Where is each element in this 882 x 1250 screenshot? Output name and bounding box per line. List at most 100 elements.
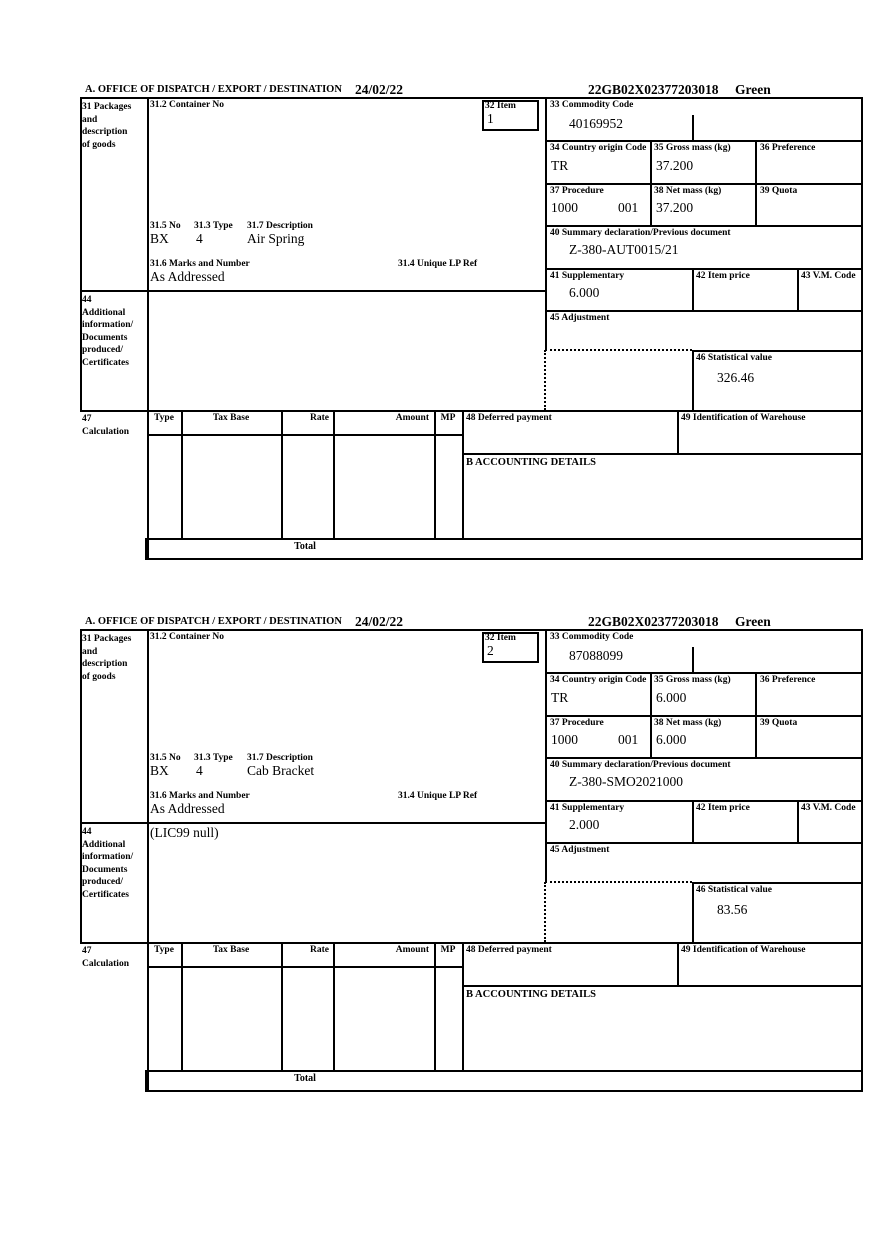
description-value: Cab Bracket xyxy=(247,763,315,778)
preference-label: 36 Preference xyxy=(760,675,816,685)
supplementary-label: 41 Supplementary xyxy=(550,271,625,281)
line xyxy=(755,140,757,225)
line xyxy=(281,410,283,538)
line xyxy=(650,140,652,225)
form-grid: 31 Packages and description of goods 44 … xyxy=(80,97,863,560)
marks-number-value: As Addressed xyxy=(150,801,225,816)
calc-header-type: Type xyxy=(154,945,174,955)
line xyxy=(80,97,863,99)
line xyxy=(147,434,463,436)
net-mass-value: 37.200 xyxy=(656,200,694,215)
mrn-value: 22GB02X02377203018 xyxy=(588,614,719,629)
gross-mass-value: 37.200 xyxy=(656,158,694,173)
calc-header-mp: MP xyxy=(440,413,456,423)
line xyxy=(692,647,694,672)
caption-box-44: 44 Additional information/ Documents pro… xyxy=(82,827,134,900)
description-label: 31.7 Description xyxy=(247,753,313,763)
calc-header-tax-base: Tax Base xyxy=(212,945,250,955)
procedure-suffix-value: 001 xyxy=(618,200,639,215)
line xyxy=(692,350,694,410)
adjustment-label: 45 Adjustment xyxy=(550,845,610,855)
accounting-details-label: B ACCOUNTING DETAILS xyxy=(466,989,596,1000)
line xyxy=(692,882,863,884)
gross-mass-label: 35 Gross mass (kg) xyxy=(654,675,731,685)
vm-code-label: 43 V.M. Code xyxy=(801,803,856,813)
country-origin-value: TR xyxy=(551,690,569,705)
commodity-code-value: 87088099 xyxy=(569,648,623,663)
deferred-payment-label: 48 Deferred payment xyxy=(466,413,552,423)
line xyxy=(462,942,464,1070)
warehouse-id-label: 49 Identification of Warehouse xyxy=(681,945,806,955)
additional-information-value: (LIC99 null) xyxy=(150,825,219,840)
package-type-value: 4 xyxy=(196,763,203,778)
line xyxy=(80,822,546,824)
line xyxy=(181,942,183,1070)
procedure-value: 1000 xyxy=(551,200,578,215)
line xyxy=(545,183,863,185)
package-type-label: 31.3 Type xyxy=(194,753,233,763)
line xyxy=(434,942,436,1070)
item-price-label: 42 Item price xyxy=(696,803,750,813)
procedure-suffix-value: 001 xyxy=(618,732,639,747)
line xyxy=(545,310,863,312)
package-no-value: BX xyxy=(150,763,169,778)
caption-box-47: 47 Calculation xyxy=(82,946,129,969)
summary-declaration-label: 40 Summary declaration/Previous document xyxy=(550,228,731,238)
item-price-label: 42 Item price xyxy=(696,271,750,281)
supplementary-label: 41 Supplementary xyxy=(550,803,625,813)
line xyxy=(545,715,863,717)
office-of-dispatch-label: A. OFFICE OF DISPATCH / EXPORT / DESTINA… xyxy=(85,84,342,95)
calc-header-mp: MP xyxy=(440,945,456,955)
line xyxy=(145,1070,863,1072)
description-label: 31.7 Description xyxy=(247,221,313,231)
line xyxy=(650,672,652,757)
package-type-label: 31.3 Type xyxy=(194,221,233,231)
line xyxy=(145,1070,147,1092)
procedure-value: 1000 xyxy=(551,732,578,747)
caption-box-31: 31 Packages and description of goods xyxy=(82,102,132,150)
unique-lp-ref-label: 31.4 Unique LP Ref xyxy=(398,791,478,801)
item-number-value: 1 xyxy=(487,111,494,126)
item-label: 32 Item xyxy=(485,633,516,643)
item-number-box xyxy=(482,100,539,131)
line xyxy=(545,800,863,802)
line xyxy=(861,97,863,560)
calc-header-rate: Rate xyxy=(310,413,329,423)
quota-label: 39 Quota xyxy=(760,718,798,728)
mrn-value: 22GB02X02377203018 xyxy=(588,82,719,97)
statistical-value: 83.56 xyxy=(717,902,748,917)
country-origin-label: 34 Country origin Code xyxy=(550,143,647,153)
declaration-item-1: A. OFFICE OF DISPATCH / EXPORT / DESTINA… xyxy=(80,82,863,560)
line xyxy=(545,757,863,759)
summary-declaration-value: Z-380-SMO2021000 xyxy=(569,774,683,789)
statistical-value-label: 46 Statistical value xyxy=(696,885,772,895)
procedure-label: 37 Procedure xyxy=(550,186,604,196)
package-no-value: BX xyxy=(150,231,169,246)
vm-code-label: 43 V.M. Code xyxy=(801,271,856,281)
calc-header-tax-base: Tax Base xyxy=(212,413,250,423)
line xyxy=(545,629,547,882)
dotted-line xyxy=(545,881,692,883)
procedure-label: 37 Procedure xyxy=(550,718,604,728)
line xyxy=(545,140,863,142)
calc-header-amount: Amount xyxy=(395,413,429,423)
summary-declaration-value: Z-380-AUT0015/21 xyxy=(569,242,679,257)
caption-box-47: 47 Calculation xyxy=(82,414,129,437)
container-no-label: 31.2 Container No xyxy=(150,632,224,642)
package-no-label: 31.5 No xyxy=(150,753,181,763)
line xyxy=(545,97,547,350)
routing-value: Green xyxy=(735,82,771,97)
dotted-line xyxy=(544,882,546,942)
caption-box-31: 31 Packages and description of goods xyxy=(82,634,132,682)
caption-box-44: 44 Additional information/ Documents pro… xyxy=(82,295,134,368)
warehouse-id-label: 49 Identification of Warehouse xyxy=(681,413,806,423)
line xyxy=(147,966,463,968)
commodity-code-label: 33 Commodity Code xyxy=(550,100,634,110)
supplementary-value: 2.000 xyxy=(569,817,600,832)
accounting-details-label: B ACCOUNTING DETAILS xyxy=(466,457,596,468)
unique-lp-ref-label: 31.4 Unique LP Ref xyxy=(398,259,478,269)
line xyxy=(80,410,863,412)
summary-declaration-label: 40 Summary declaration/Previous document xyxy=(550,760,731,770)
line xyxy=(80,942,863,944)
